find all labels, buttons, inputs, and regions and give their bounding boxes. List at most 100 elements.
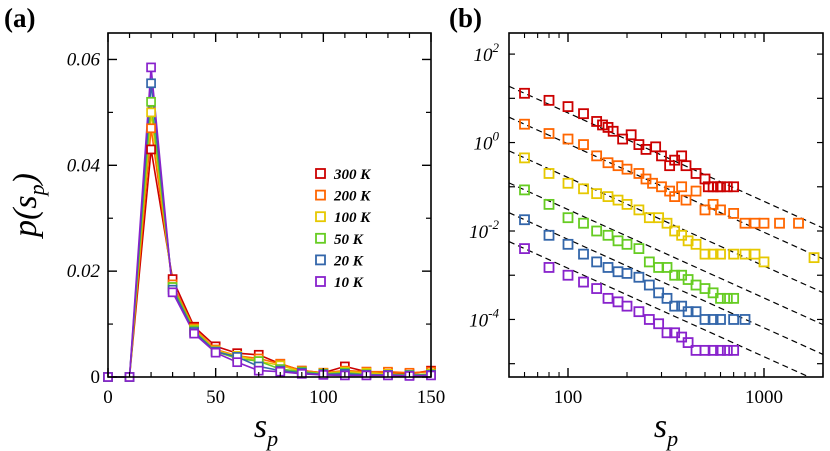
panel-a-y-tick-label: 0.04 bbox=[67, 155, 101, 176]
data-point-50-k bbox=[643, 256, 655, 268]
data-point-300-k bbox=[543, 94, 555, 106]
data-point-300-k bbox=[650, 141, 662, 153]
legend-marker-300-k bbox=[315, 168, 326, 179]
panel-b-y-tick-exponent: 0 bbox=[493, 129, 500, 144]
data-point-20-k bbox=[643, 279, 655, 291]
data-point-200-k bbox=[578, 139, 589, 150]
data-point-200-k bbox=[591, 150, 603, 162]
data-point-10-k bbox=[578, 276, 589, 288]
panel-b-y-tick-base: 10 bbox=[474, 134, 494, 155]
data-point-10-k bbox=[543, 262, 555, 273]
data-point-10-k bbox=[189, 328, 199, 339]
svg-text:p(sp): p(sp) bbox=[7, 173, 49, 239]
data-point-300-k bbox=[562, 101, 574, 113]
data-point-20-k bbox=[612, 266, 624, 278]
data-point-50-k bbox=[715, 292, 726, 304]
data-point-20-k bbox=[653, 287, 665, 299]
panel-a-x-tick-label: 0 bbox=[103, 387, 113, 408]
data-point-20-k bbox=[739, 314, 751, 325]
data-point-300-k bbox=[591, 116, 603, 127]
panel-a-frame bbox=[107, 32, 432, 378]
data-point-50-k bbox=[728, 292, 740, 304]
data-point-300-k bbox=[721, 181, 733, 193]
data-point-10-k bbox=[210, 347, 221, 358]
data-point-20-k bbox=[578, 248, 589, 260]
data-point-100-k bbox=[562, 177, 574, 189]
panel-a-ylabel-main: p(s bbox=[7, 195, 44, 239]
data-point-10-k bbox=[621, 300, 633, 312]
data-point-100-k bbox=[676, 229, 688, 241]
data-point-20-k bbox=[591, 256, 603, 268]
data-point-10-k bbox=[643, 314, 655, 325]
data-point-200-k bbox=[739, 217, 751, 229]
data-point-50-k bbox=[707, 287, 719, 299]
data-point-10-k bbox=[167, 287, 178, 298]
data-point-20-k bbox=[146, 78, 156, 89]
panel-a-x-tick-label: 50 bbox=[206, 387, 225, 408]
panel-a-y-tick-label: 0.06 bbox=[67, 49, 101, 70]
data-point-50-k bbox=[562, 212, 574, 224]
data-point-50-k bbox=[682, 274, 694, 285]
panel-b-xlabel: sp bbox=[654, 408, 678, 451]
data-point-200-k bbox=[676, 181, 688, 193]
legend: 300 K 200 K 100 K 50 K 20 K 10 K bbox=[315, 167, 371, 291]
data-point-10-k bbox=[232, 357, 243, 368]
data-point-10-k bbox=[676, 331, 688, 343]
panel-a-axes: 0 50 100 150 0 0.02 0.04 0.06 bbox=[67, 33, 446, 408]
legend-label-200-k: 200 K bbox=[333, 189, 371, 205]
data-point-200-k bbox=[669, 191, 681, 202]
data-point-200-k bbox=[728, 208, 740, 219]
data-point-20-k bbox=[562, 238, 574, 250]
data-point-100-k bbox=[653, 212, 665, 224]
data-point-100-k bbox=[661, 217, 673, 229]
panel-a-y-tick-label: 0 bbox=[91, 367, 101, 388]
data-point-10-k bbox=[661, 327, 673, 339]
data-point-20-k bbox=[602, 262, 614, 273]
data-point-200-k bbox=[774, 217, 785, 229]
data-point-200-k bbox=[680, 194, 692, 206]
data-point-100-k bbox=[633, 204, 645, 216]
panel-b-y-tick-label: 10-4 bbox=[469, 305, 499, 331]
panel-b-y-tick-label: 100 bbox=[474, 129, 500, 155]
data-point-50-k bbox=[578, 217, 589, 229]
data-point-100-k bbox=[758, 256, 770, 268]
data-point-100-k bbox=[707, 248, 719, 260]
panel-a-x-tick-label: 150 bbox=[417, 387, 446, 408]
legend-marker-20-k bbox=[315, 254, 326, 266]
panel-b-y-tick-exponent: -4 bbox=[488, 305, 499, 320]
data-point-20-k bbox=[728, 314, 740, 325]
panel-b-y-tick-base: 10 bbox=[469, 310, 489, 331]
panel-b-y-tick-exponent: -2 bbox=[488, 217, 499, 232]
series-line-300-k bbox=[108, 149, 432, 378]
data-point-50-k bbox=[669, 269, 681, 281]
data-point-20-k bbox=[715, 314, 726, 325]
data-point-300-k bbox=[607, 125, 619, 137]
data-point-10-k bbox=[633, 306, 645, 318]
data-point-200-k bbox=[602, 157, 614, 169]
data-point-20-k bbox=[676, 300, 688, 312]
series-line-50-k bbox=[108, 101, 432, 378]
data-point-10-k bbox=[682, 337, 694, 348]
data-point-200-k bbox=[519, 118, 530, 130]
legend-marker-50-k bbox=[315, 232, 326, 244]
data-point-20-k bbox=[669, 300, 681, 312]
panel-b-y-tick-exponent: 2 bbox=[493, 40, 500, 55]
fit-line-20-k bbox=[509, 212, 823, 355]
data-point-100-k bbox=[602, 191, 614, 202]
data-point-200-k bbox=[793, 217, 804, 229]
fit-line-10-k bbox=[509, 241, 811, 377]
data-point-10-k bbox=[728, 344, 740, 356]
data-point-100-k bbox=[591, 188, 603, 200]
data-point-10-k bbox=[562, 269, 574, 281]
legend-label-50-k: 50 K bbox=[334, 232, 364, 248]
data-point-100-k bbox=[543, 168, 555, 179]
data-point-50-k bbox=[146, 96, 156, 107]
panel-a-ylabel-sub: p bbox=[24, 184, 49, 197]
panel-b-plot-area bbox=[509, 85, 823, 377]
data-point-300-k bbox=[728, 181, 740, 193]
data-point-10-k bbox=[721, 344, 733, 356]
data-point-10-k bbox=[602, 292, 614, 304]
data-point-300-k bbox=[715, 181, 726, 193]
